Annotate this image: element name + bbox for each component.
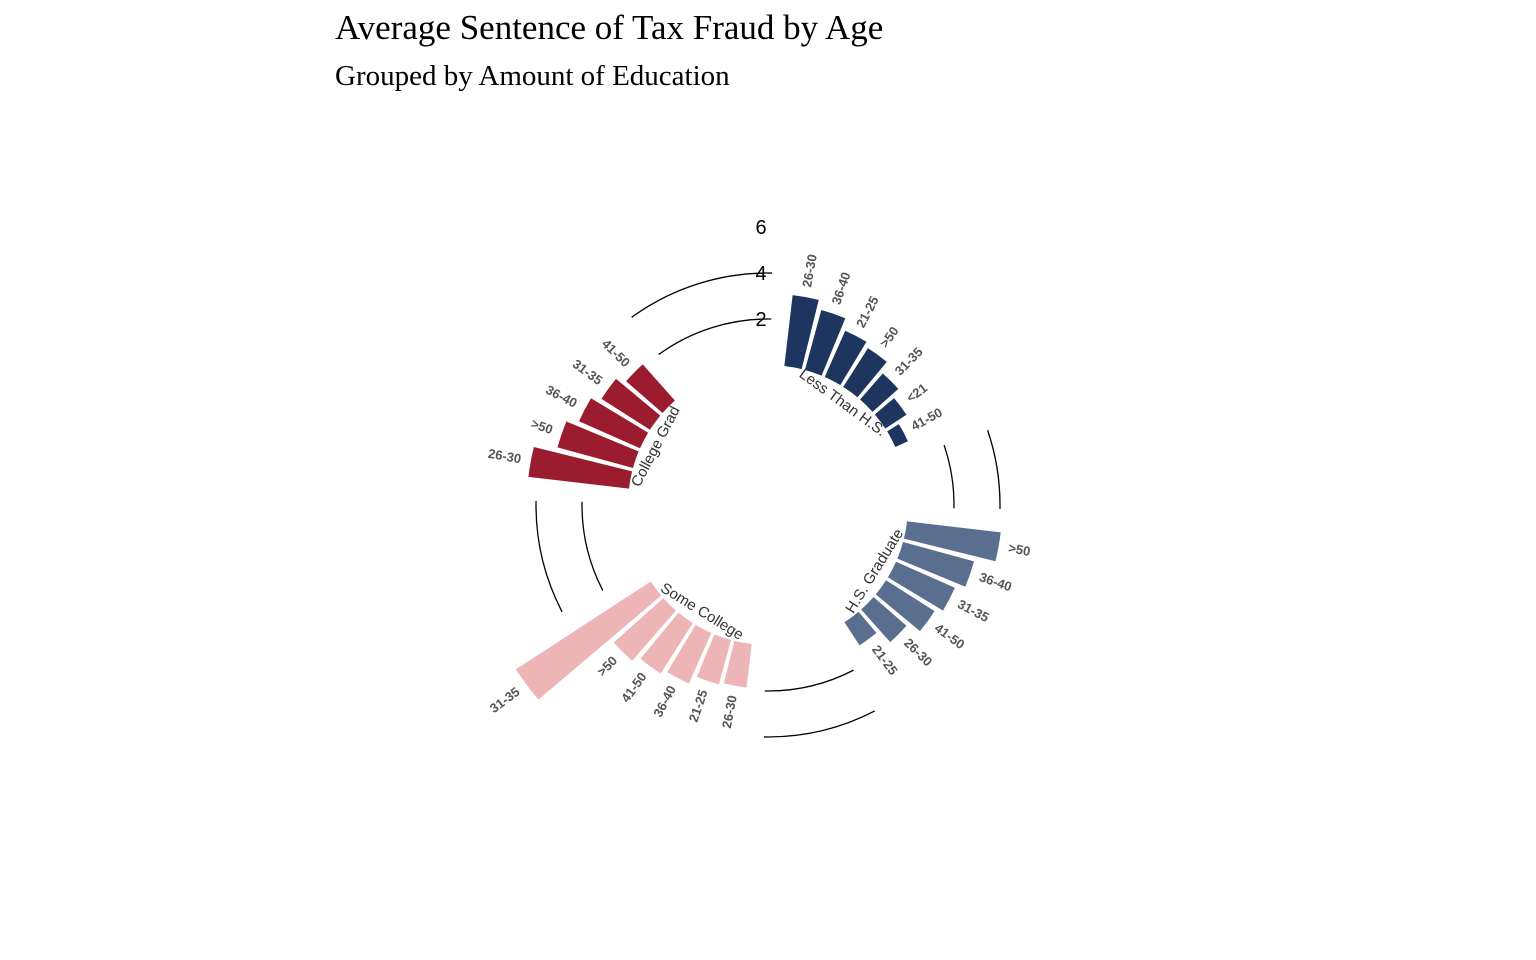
bar-category-label: >50	[877, 324, 902, 351]
bar-category-label: 21-25	[686, 688, 711, 724]
bar	[874, 398, 907, 429]
bar-category-label: 36-40	[977, 569, 1013, 594]
bar-category-label: 26-30	[719, 694, 740, 729]
radial-axis-ticks: 2 4 6	[755, 217, 766, 331]
bar-category-label: 31-35	[892, 344, 926, 378]
radial-tick-label: 6	[755, 217, 766, 239]
bar	[887, 424, 908, 447]
bar	[723, 640, 752, 688]
guide-arc	[631, 272, 773, 318]
bar-category-label: 41-50	[618, 669, 650, 705]
bar-category-label: 31-35	[487, 684, 523, 716]
guide-arc	[763, 710, 876, 738]
guide-arc	[943, 444, 955, 509]
guide-arc	[987, 430, 1001, 510]
bar-category-label: 41-50	[599, 336, 633, 370]
bar	[887, 561, 955, 611]
bar	[601, 378, 661, 430]
bar	[875, 580, 935, 632]
bar-category-label: 26-30	[487, 446, 522, 467]
bar	[843, 348, 887, 398]
bar	[696, 634, 732, 685]
guide-arc	[764, 669, 854, 692]
radial-tick-label: 4	[755, 263, 766, 285]
bar-category-label: 36-40	[829, 270, 854, 306]
bar	[804, 310, 846, 376]
bar-category-label: 26-30	[901, 635, 935, 669]
bar	[897, 541, 975, 587]
radial-tick-label: 2	[755, 309, 766, 331]
bar-category-label: >50	[594, 653, 620, 679]
guide-arc	[658, 318, 772, 356]
chart-title: Average Sentence of Tax Fraud by Age	[335, 8, 884, 47]
bar	[860, 373, 899, 412]
bar-category-label: >50	[1007, 540, 1031, 559]
bar	[861, 597, 907, 643]
bar	[667, 624, 712, 684]
guide-arc	[535, 500, 563, 613]
guide-arc	[581, 501, 604, 591]
bar	[844, 611, 877, 646]
bar-category-label: >50	[529, 416, 555, 437]
chart-subtitle: Grouped by Amount of Education	[335, 60, 730, 92]
bar-category-label: 21-25	[869, 642, 901, 678]
bar	[515, 581, 662, 700]
bar	[640, 612, 693, 674]
bar-category-label: 31-35	[570, 356, 606, 388]
bar-labels-layer: 26-30 36-4021-25>5031-35<2141-50>5036-403…	[487, 253, 1032, 729]
bars-layer	[515, 295, 1001, 700]
bar-category-label: 31-35	[955, 596, 991, 625]
bar	[784, 295, 819, 370]
bar-category-label: <21	[903, 380, 930, 405]
bar-category-label: 26-30	[799, 253, 820, 288]
bar	[903, 521, 1001, 562]
bar-category-label: 36-40	[650, 683, 679, 719]
bar-category-label: 41-50	[908, 405, 944, 434]
bar	[626, 364, 675, 413]
bar-category-label: 36-40	[543, 382, 579, 411]
bar	[579, 398, 649, 449]
radial-guide-arcs	[535, 272, 1001, 738]
bar	[528, 447, 633, 489]
bar-category-label: 41-50	[932, 620, 968, 652]
bar-category-label: 21-25	[853, 294, 882, 330]
bar	[824, 330, 867, 386]
bar	[557, 421, 639, 469]
bar	[613, 598, 676, 661]
